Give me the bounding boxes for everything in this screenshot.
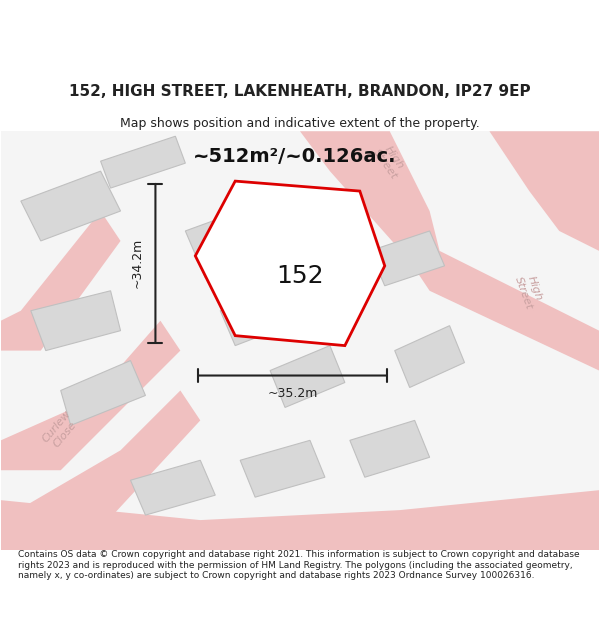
Polygon shape [270, 346, 345, 408]
Polygon shape [370, 231, 445, 286]
Polygon shape [220, 286, 295, 346]
Polygon shape [1, 391, 200, 550]
Text: High
Street: High Street [514, 271, 545, 311]
Polygon shape [131, 460, 215, 515]
Polygon shape [1, 321, 181, 470]
Polygon shape [490, 131, 599, 251]
Polygon shape [61, 361, 145, 426]
Polygon shape [101, 136, 185, 188]
Text: High
Street: High Street [371, 141, 409, 181]
Polygon shape [196, 181, 385, 346]
Polygon shape [1, 490, 599, 550]
Text: ~34.2m: ~34.2m [131, 238, 144, 289]
Text: Curlew
Close: Curlew Close [40, 409, 82, 452]
Polygon shape [1, 211, 121, 351]
Polygon shape [350, 421, 430, 478]
Text: 152: 152 [276, 264, 324, 288]
Text: ~512m²/~0.126ac.: ~512m²/~0.126ac. [193, 147, 397, 166]
Polygon shape [31, 291, 121, 351]
Text: Contains OS data © Crown copyright and database right 2021. This information is : Contains OS data © Crown copyright and d… [18, 550, 580, 580]
Polygon shape [240, 441, 325, 497]
Polygon shape [300, 131, 599, 371]
Text: Map shows position and indicative extent of the property.: Map shows position and indicative extent… [120, 116, 480, 129]
Polygon shape [395, 326, 464, 388]
Text: 152, HIGH STREET, LAKENHEATH, BRANDON, IP27 9EP: 152, HIGH STREET, LAKENHEATH, BRANDON, I… [69, 84, 531, 99]
Text: ~35.2m: ~35.2m [268, 387, 318, 400]
Polygon shape [185, 211, 260, 278]
Polygon shape [21, 171, 121, 241]
